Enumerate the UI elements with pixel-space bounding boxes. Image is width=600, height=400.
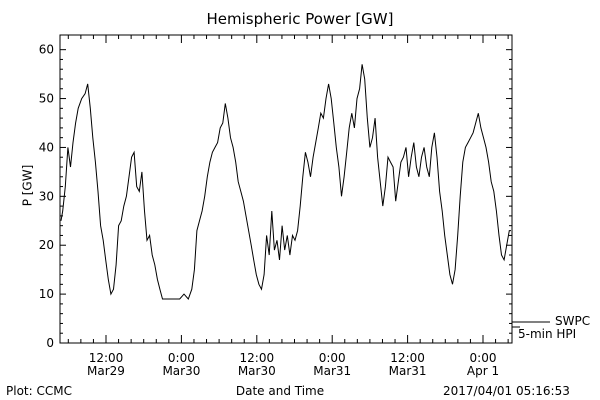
x-tick-label-date: Mar29 (87, 364, 125, 378)
x-tick-label-date: Mar30 (238, 364, 276, 378)
plot-axes (59, 34, 513, 344)
series-layer (60, 64, 511, 300)
y-tick-label: 50 (39, 92, 54, 106)
x-tick-label-date: Mar31 (313, 364, 351, 378)
y-tick-label: 20 (39, 238, 54, 252)
x-tick-label-time: 0:00 (168, 351, 195, 365)
x-tick-label-date: Apr 1 (467, 364, 499, 378)
legend-label-5min-hpi: 5-min HPI (518, 327, 577, 341)
x-tick-label-time: 0:00 (319, 351, 346, 365)
x-tick-label-date: Mar30 (162, 364, 200, 378)
x-tick-label-time: 12:00 (240, 351, 275, 365)
x-axis-label: Date and Time (235, 384, 325, 398)
axis-tick-labels: 010203040506012:00Mar290:00Mar3012:00Mar… (39, 43, 499, 378)
axis-ticks (60, 35, 512, 344)
y-axis-label: P [GW] (20, 164, 35, 207)
footer-plot-credit: Plot: CCMC (6, 384, 72, 398)
footer-timestamp: 2017/04/01 05:16:53 (443, 384, 570, 398)
series-line-5min-hpi (60, 64, 511, 300)
y-tick-label: 30 (39, 189, 54, 203)
x-tick-label-date: Mar31 (389, 364, 427, 378)
y-tick-label: 60 (39, 43, 54, 57)
x-tick-label-time: 0:00 (470, 351, 497, 365)
y-tick-label: 10 (39, 287, 54, 301)
plot-frame (59, 34, 513, 344)
chart-title: Hemispheric Power [GW] (206, 10, 394, 28)
y-tick-label: 40 (39, 140, 54, 154)
y-tick-label: 0 (46, 336, 54, 350)
x-tick-label-time: 12:00 (390, 351, 425, 365)
legend (512, 321, 550, 328)
legend-label-swpc: SWPC (555, 314, 591, 328)
x-tick-label-time: 12:00 (89, 351, 124, 365)
